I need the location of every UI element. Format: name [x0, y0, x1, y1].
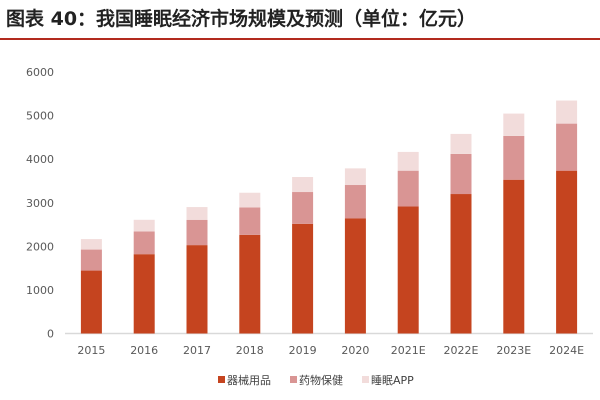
bar-segment [397, 206, 419, 334]
legend-swatch [290, 376, 297, 383]
x-tick-label: 2015 [77, 344, 105, 357]
y-tick-label: 6000 [26, 66, 54, 79]
chart-title: 图表 40：我国睡眠经济市场规模及预测（单位：亿元） [6, 8, 477, 30]
bar-segment [133, 254, 155, 334]
bar-segment [133, 219, 155, 232]
bar-segment [186, 207, 208, 220]
y-tick-label: 1000 [26, 284, 54, 297]
bar-segment [292, 192, 314, 224]
y-tick-label: 5000 [26, 110, 54, 123]
bar-segment [556, 170, 578, 334]
y-tick-label: 3000 [26, 197, 54, 210]
x-tick-label: 2020 [341, 344, 369, 357]
x-tick-label: 2017 [183, 344, 211, 357]
bar-segment [344, 185, 366, 219]
legend-swatch [362, 376, 369, 383]
bar-segment [397, 151, 419, 171]
legend-label: 器械用品 [227, 373, 271, 387]
x-tick-label: 2021E [391, 344, 426, 357]
bar-segment [503, 135, 525, 180]
x-tick-label: 2022E [444, 344, 479, 357]
bar-segment [397, 170, 419, 207]
x-tick-label: 2024E [549, 344, 584, 357]
y-tick-label: 0 [47, 328, 54, 341]
x-tick-label: 2019 [289, 344, 317, 357]
bar-segment [239, 207, 261, 235]
bar-segment [186, 245, 208, 334]
legend-swatch [218, 376, 225, 383]
bar-segment [239, 234, 261, 334]
y-tick-label: 4000 [26, 153, 54, 166]
bar-segment [292, 176, 314, 193]
y-tick-label: 2000 [26, 240, 54, 253]
bar-segment [344, 168, 366, 186]
bar-segment [133, 231, 155, 255]
bar-segment [450, 133, 472, 154]
x-tick-label: 2023E [496, 344, 531, 357]
legend-label: 睡眠APP [371, 374, 414, 387]
x-tick-label: 2016 [130, 344, 158, 357]
bar-segment [80, 270, 102, 334]
legend-label: 药物保健 [299, 373, 343, 387]
bar-segment [80, 239, 102, 250]
bar-segment [292, 223, 314, 334]
bar-segment [80, 249, 102, 271]
bar-segment [450, 194, 472, 334]
bar-segment [556, 100, 578, 124]
bar-segment [503, 113, 525, 136]
bar-segment [503, 179, 525, 334]
bar-segment [239, 192, 261, 208]
bar-segment [186, 219, 208, 246]
bar-segment [450, 153, 472, 195]
title-underline [0, 38, 600, 40]
bar-segment [344, 218, 366, 334]
x-tick-label: 2018 [236, 344, 264, 357]
bar-segment [556, 123, 578, 171]
